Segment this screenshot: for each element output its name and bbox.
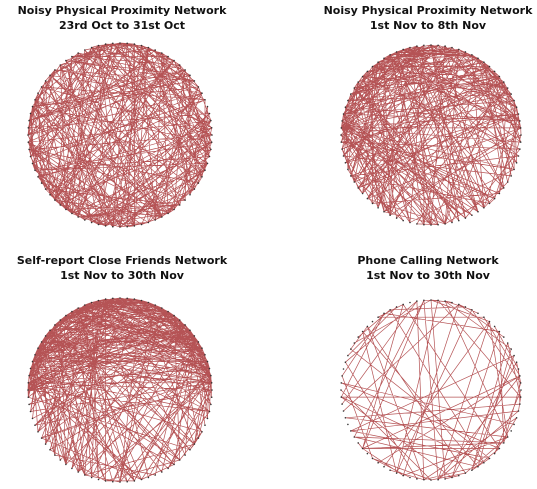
panel-title: Noisy Physical Proximity Network [18, 4, 227, 17]
panel-title: Noisy Physical Proximity Network [324, 4, 533, 17]
network-edges [340, 44, 522, 226]
panel-subtitle: 1st Nov to 30th Nov [366, 269, 491, 282]
network-edges [27, 297, 213, 483]
panel-title: Self-report Close Friends Network [17, 254, 228, 267]
panel-subtitle: 1st Nov to 30th Nov [60, 269, 185, 282]
panel-subtitle: 1st Nov to 8th Nov [370, 19, 487, 32]
panel-title: Phone Calling Network [357, 254, 499, 267]
network-edges [27, 42, 213, 228]
network-edges [340, 299, 522, 481]
panel-subtitle: 23rd Oct to 31st Oct [59, 19, 185, 32]
